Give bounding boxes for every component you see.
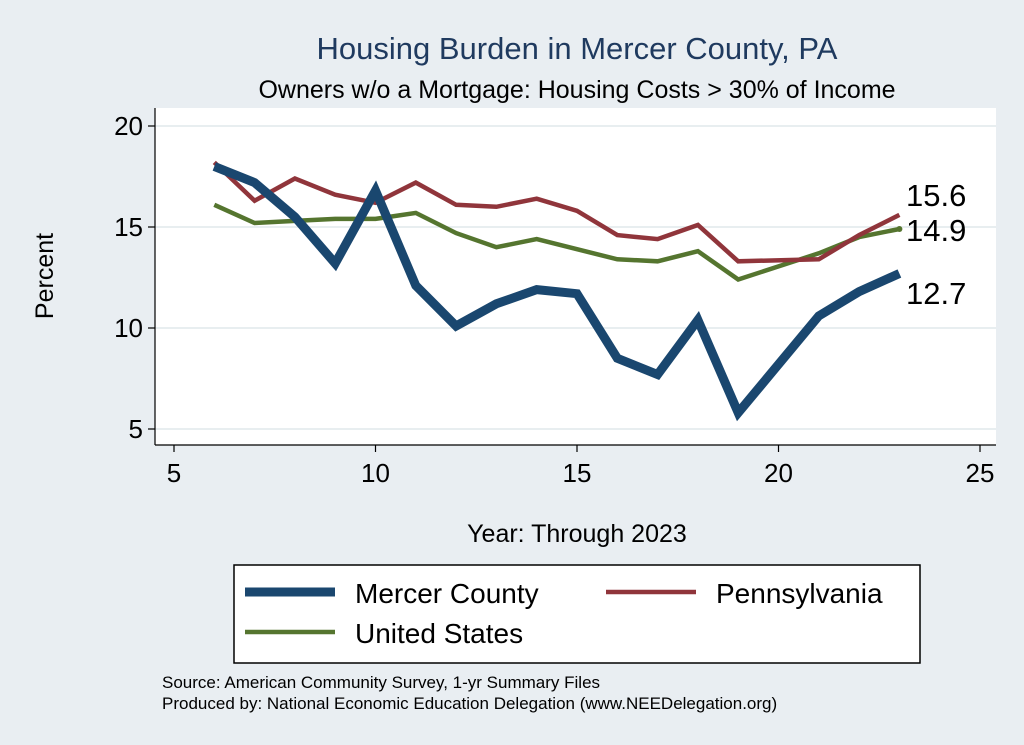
y-tick-label: 20 (114, 111, 143, 141)
end-point-marker (896, 226, 903, 233)
y-tick-label: 5 (129, 414, 143, 444)
end-label-united-states: 14.9 (906, 213, 966, 248)
x-tick-label: 15 (563, 458, 592, 488)
x-tick-label: 5 (167, 458, 181, 488)
end-labels: 12.7 15.614.9 (906, 178, 966, 311)
y-tick-label: 15 (114, 212, 143, 242)
axes (148, 108, 996, 452)
legend-label-united-states: United States (355, 618, 523, 649)
produced-by-note: Produced by: National Economic Education… (162, 694, 777, 713)
series-lines (212, 160, 903, 422)
chart-title: Housing Burden in Mercer County, PA (317, 31, 838, 66)
source-note: Source: American Community Survey, 1-yr … (162, 673, 600, 692)
series-line-united-states (213, 202, 900, 282)
series-line-pennsylvania (212, 160, 901, 264)
y-axis-title: Percent (31, 233, 59, 319)
x-tick-label: 20 (764, 458, 793, 488)
legend (233, 564, 921, 664)
plot-area (155, 108, 996, 445)
end-label-mercer-county: 12.7 (906, 276, 966, 311)
legend-label-mercer-county: Mercer County (355, 578, 539, 609)
tick-labels: 5 10 15 20 5 10 15 20 25 (114, 111, 994, 488)
chart-subtitle: Owners w/o a Mortgage: Housing Costs > 3… (258, 76, 895, 104)
legend-items: Mercer County Pennsylvania United States (245, 578, 883, 649)
y-tick-label: 10 (114, 313, 143, 343)
x-tick-label: 25 (966, 458, 995, 488)
gridlines (155, 125, 996, 430)
end-label-pennsylvania: 15.6 (906, 178, 966, 213)
legend-label-pennsylvania: Pennsylvania (716, 578, 883, 609)
series-line-mercer-county (212, 162, 902, 422)
x-axis-title: Year: Through 2023 (467, 520, 687, 548)
x-tick-label: 10 (361, 458, 390, 488)
